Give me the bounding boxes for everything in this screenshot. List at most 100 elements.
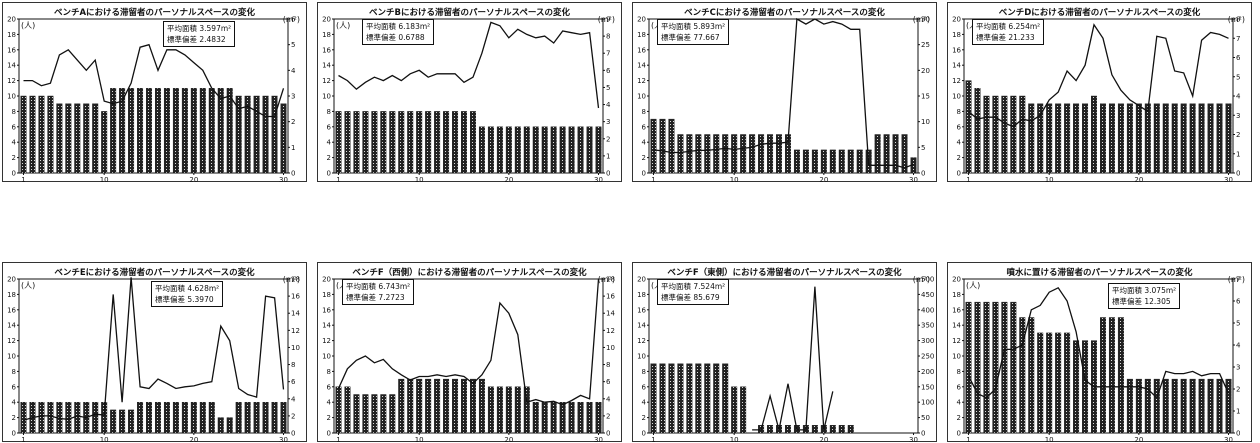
x-tick-label: 30 [909,436,918,443]
bar [434,378,441,434]
bar [271,401,278,434]
left-tick-label: 16 [952,306,961,314]
bar [47,95,54,174]
bar [487,126,494,174]
right-tick-label: 7 [1236,276,1240,284]
left-tick-label: 6 [642,123,647,131]
bar [1064,332,1071,434]
bar [686,134,693,174]
x-tick-label: 30 [279,436,288,443]
right-tick-label: 2 [606,412,610,420]
right-tick-label: 4 [606,395,611,403]
left-tick-label: 6 [327,123,332,131]
left-tick-label: 8 [327,108,331,116]
left-tick-label: 8 [327,368,331,376]
bar [487,386,494,434]
mean-area-label: 平均面積 3.075m² [1112,286,1177,295]
right-tick-label: 0 [291,170,295,178]
bar [704,363,711,434]
chart-panel-3: 0 2 4 6 8 10 12 14 16 18 20 0 5 10 15 20 25 30 1 10 20 30 ベンチC… [632,2,937,184]
right-unit-label: (m²) [282,275,300,284]
mean-area-label: 平均面積 4.628m² [155,284,220,293]
mean-area-label: 平均面積 6.743m² [346,282,411,291]
bar [380,394,387,434]
left-tick-label: 18 [952,31,961,39]
bar [461,378,467,434]
bar [505,126,512,174]
bar [568,126,575,174]
right-tick-label: 18 [606,276,615,284]
left-tick-label: 18 [637,31,646,39]
left-tick-label: 6 [327,383,332,391]
bar [559,401,566,434]
right-tick-label: 0 [606,430,610,438]
bar [146,88,152,174]
right-tick-label: 0 [606,170,610,178]
bar [1001,301,1008,434]
bar [452,111,459,174]
bar [1010,301,1017,434]
bar [217,88,224,174]
bar [992,95,999,174]
right-tick-label: 4 [291,67,296,75]
left-tick-label: 20 [637,16,646,24]
left-tick-label: 12 [322,337,331,345]
right-tick-label: 8 [606,361,610,369]
right-tick-label: 2 [1236,386,1240,394]
right-tick-label: 20 [921,67,930,75]
stats-box: 平均面積 3.597m² 標準偏差 2.4832 [163,21,236,47]
chart-svg: 0 2 4 6 8 10 12 14 16 18 20 0 2 4 6 8 10 12 14 16 18 1 10 20 30 [7,276,300,443]
bar [740,386,747,434]
bar [443,111,450,174]
bar [47,401,54,434]
left-tick-label: 6 [642,383,647,391]
left-tick-label: 2 [12,154,16,162]
left-unit-label: (人) [21,21,36,30]
bar [208,401,215,434]
series-line [968,23,1229,128]
bar [496,386,503,434]
series-line [23,277,285,421]
bar [208,88,215,174]
x-tick-label: 10 [730,176,739,183]
right-tick-label: 300 [921,337,934,345]
bar [1073,340,1080,434]
bar [380,111,387,174]
right-tick-label: 0 [291,430,295,438]
chart-panel-4: 0 2 4 6 8 10 12 14 16 18 20 0 1 2 3 4 5 6 7 8 1 10 20 30 ベンチDにおけ… [947,2,1252,183]
left-unit-label: (人) [21,281,36,290]
right-tick-label: 4 [1236,93,1241,101]
left-tick-label: 8 [12,368,16,376]
bar [767,425,774,434]
bar [838,149,845,174]
bar [686,363,693,434]
left-tick-label: 8 [957,108,961,116]
left-tick-label: 4 [327,139,332,147]
left-tick-label: 14 [637,322,646,330]
left-tick-label: 10 [322,353,331,361]
right-tick-label: 6 [1236,298,1241,306]
bar [874,134,881,174]
bar [523,386,530,434]
bar [1100,103,1106,174]
bar [226,417,233,434]
right-tick-label: 10 [606,344,615,352]
bar [514,386,521,434]
chart-panel-2: 0 2 4 6 8 10 12 14 16 18 20 0 1 2 3 4 5 6 7 8 9 1 10 20 30 ベンチBにお… [317,2,622,183]
bar [470,111,476,174]
bar [416,378,423,434]
bar [190,401,197,434]
right-tick-label: 7 [606,50,610,58]
bar [523,126,530,174]
x-tick-label: 30 [909,176,918,183]
left-tick-label: 14 [952,322,961,330]
right-tick-label: 6 [606,67,611,75]
std-dev-label: 標準偏差 7.2723 [346,293,405,302]
chart-svg: 0 2 4 6 8 10 12 14 16 18 20 0 5 10 15 20 25 30 1 10 20 30 [637,16,930,184]
series-line [967,286,1230,399]
bar [595,126,602,174]
bar [92,103,99,174]
bar [892,134,899,174]
bar [434,111,441,174]
bar [416,111,423,174]
